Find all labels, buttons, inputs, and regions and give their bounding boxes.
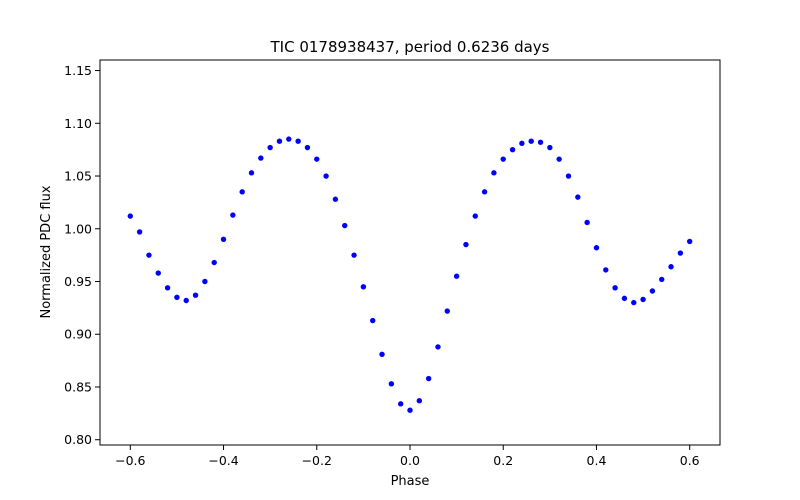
data-point (621, 295, 628, 302)
y-tick-label: 1.15 (64, 63, 92, 78)
data-point (164, 285, 171, 291)
data-point (687, 238, 693, 245)
data-point (407, 407, 413, 413)
y-tick-label: 0.80 (64, 432, 92, 447)
x-axis-label: Phase (391, 474, 430, 489)
data-point (314, 156, 320, 162)
data-point (286, 136, 292, 142)
data-point (584, 219, 590, 226)
y-tick-label: 0.95 (64, 274, 92, 289)
data-point (230, 212, 236, 218)
x-tick-label: −0.6 (115, 453, 145, 468)
data-point (332, 196, 339, 202)
data-point (295, 138, 301, 144)
data-point (631, 299, 637, 306)
data-point (640, 296, 646, 303)
data-point (463, 241, 469, 248)
data-point (146, 252, 152, 258)
data-point (565, 173, 572, 179)
data-point (155, 270, 161, 276)
data-point (500, 156, 506, 162)
data-point (342, 222, 348, 229)
x-tick-label: −0.2 (302, 453, 332, 468)
data-point (453, 273, 460, 279)
y-tick-label: 1.10 (64, 116, 92, 131)
data-point (379, 351, 385, 357)
data-point (444, 308, 450, 314)
data-point (537, 139, 544, 145)
data-point (220, 236, 227, 243)
data-point (481, 189, 488, 195)
data-point (351, 252, 357, 258)
data-point (360, 284, 367, 290)
data-point (304, 144, 311, 151)
data-point (603, 267, 609, 273)
data-point (425, 375, 432, 382)
data-point (397, 401, 404, 407)
x-axis: −0.6 −0.4 −0.2 0.0 0.2 0.4 0.6 (115, 445, 700, 468)
data-points (127, 136, 693, 413)
data-point (575, 194, 581, 200)
chart-title: TIC 0178938437, period 0.6236 days (269, 38, 549, 56)
x-tick-label: 0.2 (493, 453, 513, 468)
data-point (528, 138, 534, 144)
x-tick-label: 0.4 (587, 453, 607, 468)
data-point (649, 288, 656, 294)
data-point (323, 173, 329, 179)
data-point (677, 250, 684, 256)
plot-area-frame (99, 59, 721, 446)
data-point (612, 285, 618, 291)
data-point (248, 170, 255, 176)
data-point (593, 245, 600, 251)
y-tick-label: 1.00 (64, 221, 92, 236)
data-point (659, 276, 665, 283)
data-point (547, 144, 553, 151)
data-point (556, 156, 562, 162)
data-point (472, 213, 478, 219)
y-axis: 0.80 0.85 0.90 0.95 1.00 1.05 1.10 1.15 (64, 63, 100, 447)
data-point (136, 229, 143, 235)
data-point (239, 189, 245, 195)
y-tick-label: 0.90 (64, 327, 92, 342)
data-point (435, 344, 441, 350)
data-point (267, 144, 273, 151)
data-point (519, 140, 525, 147)
y-tick-label: 0.85 (64, 379, 92, 394)
y-tick-label: 1.05 (64, 169, 92, 184)
data-point (258, 155, 264, 161)
x-tick-label: 0.6 (680, 453, 700, 468)
x-tick-label: 0.0 (400, 453, 420, 468)
data-point (127, 213, 133, 219)
x-tick-label: −0.4 (208, 453, 238, 468)
y-axis-label: Normalized PDC flux (39, 185, 54, 318)
data-point (276, 138, 283, 144)
data-point (388, 381, 395, 387)
data-point (491, 170, 497, 176)
data-point (183, 297, 189, 304)
data-point (416, 398, 423, 404)
data-point (370, 317, 376, 324)
data-point (509, 146, 516, 153)
data-point (192, 292, 199, 298)
data-point (668, 264, 674, 270)
data-point (211, 259, 217, 266)
data-point (174, 294, 180, 301)
data-point (202, 278, 208, 285)
